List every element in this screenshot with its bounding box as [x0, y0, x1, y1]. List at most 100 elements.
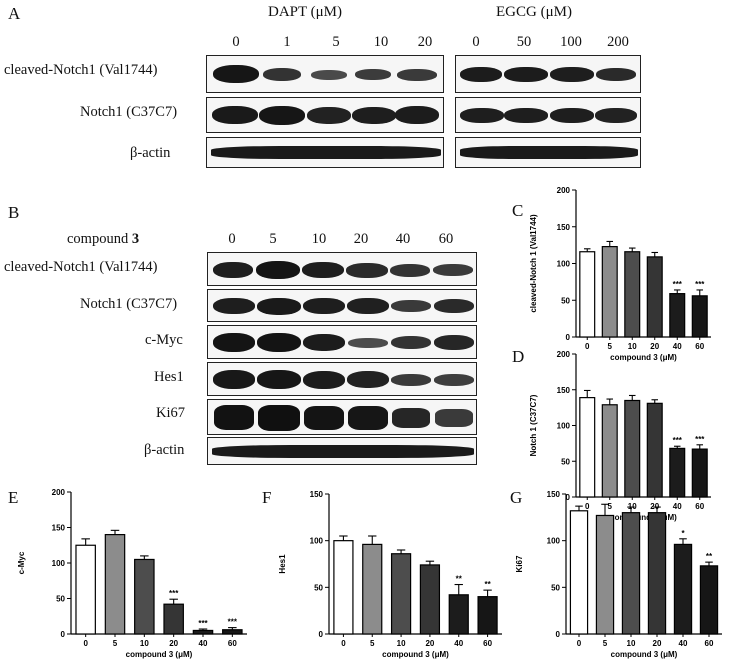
panel-b-letter: B [8, 203, 20, 222]
row-label: β-actin [144, 442, 185, 458]
bar [669, 447, 686, 498]
x-tick-label: 10 [628, 342, 637, 351]
x-tick-label: 5 [603, 639, 608, 648]
compound-dose: 0 [228, 231, 236, 247]
dapt-dose: 0 [232, 34, 240, 50]
x-axis-label: compound 3 (μM) [611, 650, 678, 659]
bar [624, 399, 641, 498]
dapt-dose: 20 [417, 34, 433, 50]
x-tick-label: 10 [627, 639, 636, 648]
x-tick-label: 0 [585, 342, 590, 351]
bar [691, 448, 708, 498]
panel-f-letter: F [262, 488, 272, 507]
y-tick-label: 200 [557, 186, 571, 195]
blot-b-ki67 [207, 399, 477, 435]
y-tick-label: 50 [561, 457, 570, 466]
y-tick-label: 50 [551, 583, 560, 592]
bar [647, 512, 667, 635]
x-tick-label: 40 [673, 342, 682, 351]
egcg-dose: 100 [560, 34, 582, 50]
x-tick-label: 40 [454, 639, 463, 648]
egcg-title: EGCG (μM) [496, 4, 572, 20]
blot-b-hes1 [207, 362, 477, 396]
egcg-dose: 200 [607, 34, 629, 50]
y-tick-label: 0 [556, 630, 561, 639]
row-label: Ki67 [156, 405, 185, 421]
bar [646, 402, 663, 498]
y-tick-label: 50 [56, 595, 65, 604]
significance-label: *** [169, 589, 179, 598]
significance-label: ** [484, 580, 491, 589]
y-tick-label: 100 [557, 422, 571, 431]
y-axis-label: Ki67 [515, 555, 524, 572]
chart-f: 0 50 100 150 0 5 10 20 ** 40 ** 60 compound 3 (μM) He… [278, 490, 502, 659]
x-tick-label: 40 [679, 639, 688, 648]
bar [419, 564, 441, 635]
row-label: Notch1 (C37C7) [80, 104, 178, 120]
blot-b-notch1 [207, 289, 477, 322]
blot-b-actin [207, 437, 477, 465]
x-axis-label: compound 3 (μM) [126, 650, 193, 659]
y-tick-label: 100 [310, 537, 324, 546]
bar [477, 596, 498, 635]
bar [669, 293, 686, 338]
bar [624, 251, 641, 338]
bar [691, 295, 708, 338]
y-tick-label: 0 [566, 333, 571, 342]
x-tick-label: 5 [370, 639, 375, 648]
row-label: cleaved-Notch1 (Val1744) [4, 259, 158, 275]
blot-a-egcg-notch1 [455, 97, 641, 133]
significance-label: *** [673, 436, 683, 445]
panel-a-letter: A [8, 4, 21, 23]
row-label: β-actin [130, 145, 171, 161]
y-axis-label: cleaved-Notch 1 (Val1744) [529, 214, 538, 313]
compound-prefix: compound [67, 231, 132, 247]
y-tick-label: 100 [557, 260, 571, 269]
panel-g-letter: G [510, 488, 523, 507]
blot-a-dapt-actin [206, 137, 444, 168]
bar [362, 543, 383, 635]
x-tick-label: 5 [608, 502, 613, 511]
bar [222, 629, 243, 635]
y-axis-label: Notch 1 (C37C7) [529, 394, 538, 456]
x-tick-label: 60 [483, 639, 492, 648]
bar [163, 603, 184, 635]
x-tick-label: 20 [650, 502, 659, 511]
x-axis-label: compound 3 (μM) [610, 513, 677, 522]
blot-b-c-myc [207, 325, 477, 359]
x-tick-label: 0 [83, 639, 88, 648]
blot-a-dapt-cleaved-notch1 [206, 55, 444, 93]
significance-label: *** [673, 280, 683, 289]
y-tick-label: 0 [61, 630, 66, 639]
bar [621, 512, 641, 635]
x-tick-label: 10 [140, 639, 149, 648]
y-tick-label: 50 [314, 583, 323, 592]
compound-number: 3 [131, 231, 140, 247]
y-tick-label: 0 [566, 493, 571, 502]
y-tick-label: 200 [52, 488, 66, 497]
row-label: cleaved-Notch1 (Val1744) [4, 62, 158, 78]
x-tick-label: 60 [705, 639, 714, 648]
bar [104, 533, 126, 635]
bar [601, 404, 618, 498]
dapt-dose: 1 [283, 34, 291, 50]
row-label: Notch1 (C37C7) [80, 296, 178, 312]
bar [601, 245, 618, 338]
y-tick-label: 150 [310, 490, 324, 499]
row-label: Hes1 [154, 369, 184, 385]
x-tick-label: 60 [228, 639, 237, 648]
x-tick-label: 20 [650, 342, 659, 351]
bar [673, 543, 693, 635]
y-tick-label: 150 [557, 386, 571, 395]
significance-label: *** [695, 435, 705, 444]
y-axis-label: Hes1 [278, 554, 287, 574]
dapt-dose: 5 [332, 34, 340, 50]
significance-label: *** [695, 280, 705, 289]
y-axis-label: c-Myc [17, 551, 26, 574]
bar [569, 510, 589, 635]
compound-dose: 40 [395, 231, 411, 247]
x-tick-label: 0 [585, 502, 590, 511]
significance-label: * [681, 529, 685, 538]
bar [646, 256, 663, 338]
